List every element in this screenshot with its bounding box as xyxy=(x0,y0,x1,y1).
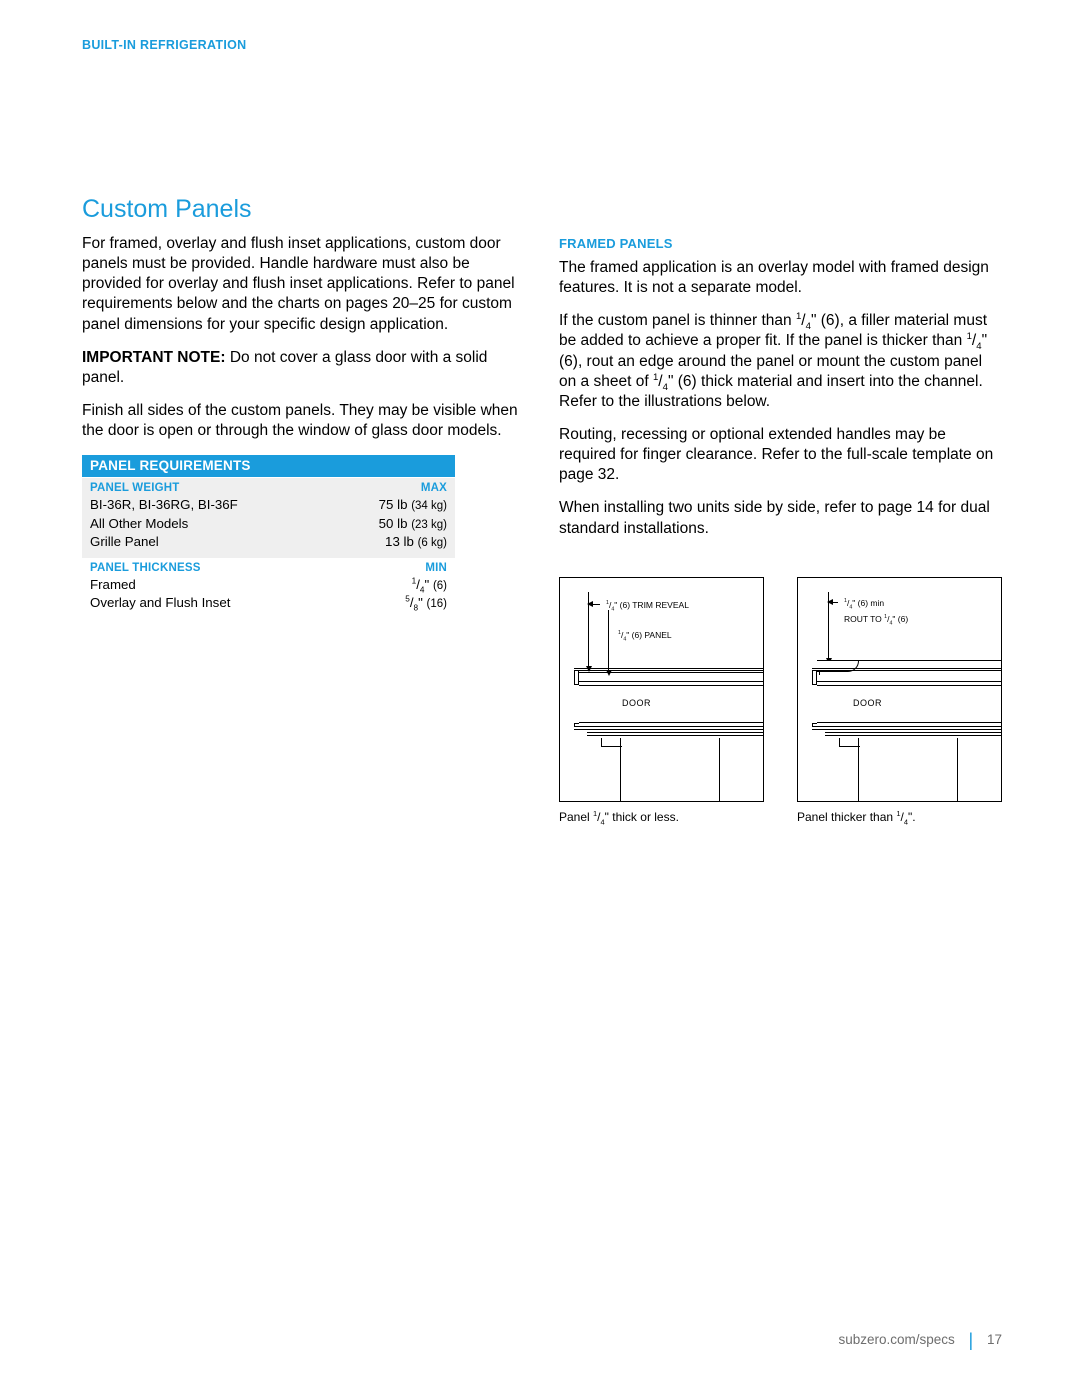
table-row: All Other Models 50 lb (23 kg) xyxy=(90,515,447,534)
category-label: BUILT-IN REFRIGERATION xyxy=(82,38,1002,52)
panel-requirements-table: PANEL REQUIREMENTS PANEL WEIGHT MAX BI-3… xyxy=(82,455,455,619)
panel-thickness-section: PANEL THICKNESS MIN Framed 1/4" (6) Over… xyxy=(82,558,455,619)
thickness-label: PANEL THICKNESS xyxy=(90,562,201,574)
door-label: DOOR xyxy=(622,698,651,708)
weight-label: PANEL WEIGHT xyxy=(90,482,180,494)
framed-panels-heading: FRAMED PANELS xyxy=(559,236,1002,251)
page-footer: subzero.com/specs | 17 xyxy=(838,1328,1002,1349)
door-label: DOOR xyxy=(853,698,882,708)
footer-url: subzero.com/specs xyxy=(838,1332,954,1347)
page-title: Custom Panels xyxy=(82,195,1002,224)
finish-note: Finish all sides of the custom panels. T… xyxy=(82,401,521,441)
page-number: 17 xyxy=(987,1332,1002,1347)
diagrams-row: 1/4" (6) TRIM REVEAL 1/4" (6) PANEL xyxy=(559,577,1002,824)
table-row: BI-36R, BI-36RG, BI-36F 75 lb (34 kg) xyxy=(90,496,447,515)
diagram-thick-panel: 1/4" (6) min ROUT TO 1/4" (6) xyxy=(797,577,1002,824)
diagram-thin-panel: 1/4" (6) TRIM REVEAL 1/4" (6) PANEL xyxy=(559,577,764,824)
table-row: Overlay and Flush Inset 5/8" (16) xyxy=(90,594,447,613)
thickness-min: MIN xyxy=(425,562,447,574)
table-row: Grille Panel 13 lb (6 kg) xyxy=(90,533,447,552)
right-column: FRAMED PANELS The framed application is … xyxy=(559,234,1002,824)
diagram-a-caption: Panel 1/4" thick or less. xyxy=(559,810,764,824)
table-title: PANEL REQUIREMENTS xyxy=(82,455,455,477)
weight-max: MAX xyxy=(421,482,447,494)
footer-separator: | xyxy=(969,1330,974,1350)
panel-weight-section: PANEL WEIGHT MAX BI-36R, BI-36RG, BI-36F… xyxy=(82,477,455,558)
diagram-b-caption: Panel thicker than 1/4". xyxy=(797,810,1002,824)
table-row: Framed 1/4" (6) xyxy=(90,576,447,595)
important-note: IMPORTANT NOTE: Do not cover a glass doo… xyxy=(82,348,521,388)
framed-p4: When installing two units side by side, … xyxy=(559,498,1002,538)
framed-p1: The framed application is an overlay mod… xyxy=(559,258,1002,298)
important-note-lead: IMPORTANT NOTE: xyxy=(82,349,226,366)
framed-p2: If the custom panel is thinner than 1/4"… xyxy=(559,311,1002,412)
framed-p3: Routing, recessing or optional extended … xyxy=(559,425,1002,485)
intro-paragraph: For framed, overlay and flush inset appl… xyxy=(82,234,521,335)
left-column: For framed, overlay and flush inset appl… xyxy=(82,234,521,824)
